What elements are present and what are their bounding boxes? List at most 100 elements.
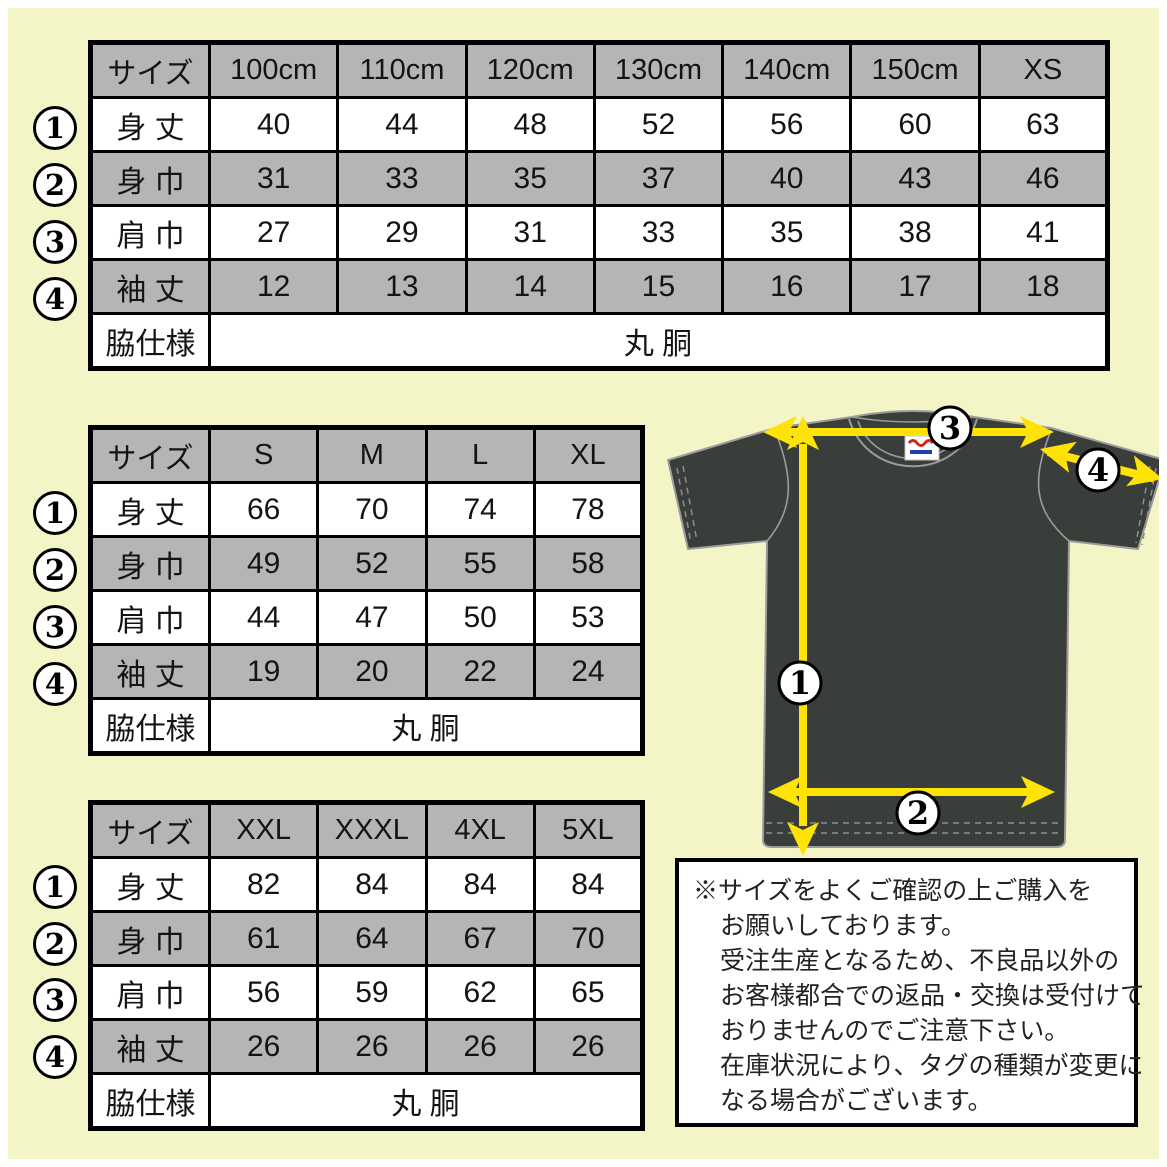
cell: 41 [977, 204, 1110, 261]
neck-tag [904, 435, 940, 461]
cell: 20 [316, 643, 428, 700]
table-row: 肩 巾 27 29 31 33 35 38 41 [89, 204, 1110, 261]
cell: 74 [424, 481, 536, 538]
cell: 26 [424, 1018, 536, 1075]
note-line: なる場合がございます。 [720, 1087, 993, 1115]
table-header-row: サイズ XXL XXXL 4XL 5XL [89, 801, 645, 859]
row-label-side-spec: 脇仕様 [89, 312, 211, 370]
table-row: 身 巾 31 33 35 37 40 43 46 [89, 150, 1110, 207]
col-header-xxl: XXL [207, 801, 320, 859]
cell: 62 [424, 964, 536, 1021]
table-row: 身 丈 66 70 74 78 [89, 481, 645, 538]
cell: 49 [207, 535, 320, 592]
cell: 61 [207, 910, 320, 967]
table-row: 身 丈 40 44 48 52 56 60 63 [89, 96, 1110, 153]
cell: 52 [592, 96, 725, 153]
row-label-sleeve-length: 袖 丈 [89, 258, 211, 315]
col-header-xl: XL [532, 426, 645, 484]
measure-marker-3-label: 3 [939, 409, 961, 447]
col-header-130cm: 130cm [592, 41, 725, 99]
arrowhead-left [763, 416, 797, 448]
measure-marker-4 [1075, 447, 1121, 493]
arrowhead-downright [1126, 455, 1163, 487]
cell: 35 [721, 204, 853, 261]
size-table-big: サイズ XXL XXXL 4XL 5XL 身 丈 82 84 84 84 身 巾… [88, 800, 645, 1131]
row-marker-3: 3 [33, 978, 77, 1022]
cell: 12 [207, 258, 340, 315]
tshirt-body [667, 410, 1166, 848]
note-line: お願いしております。 [720, 912, 967, 940]
row-marker-4: 4 [33, 277, 77, 321]
cell: 40 [721, 150, 853, 207]
cell: 16 [721, 258, 853, 315]
measure-marker-3 [927, 405, 973, 451]
cell: 59 [316, 964, 428, 1021]
cell: 67 [424, 910, 536, 967]
cell: 33 [336, 150, 468, 207]
right-armhole-seam [1037, 429, 1070, 542]
cell: 13 [336, 258, 468, 315]
arrowhead-right [1021, 776, 1055, 808]
arrowhead-upleft [1040, 441, 1077, 473]
cell: 31 [207, 150, 340, 207]
cell: 44 [207, 589, 320, 646]
cell: 22 [424, 643, 536, 700]
size-header-label: サイズ [89, 41, 211, 99]
cell: 26 [207, 1018, 320, 1075]
cell: 56 [721, 96, 853, 153]
cell: 37 [592, 150, 725, 207]
cell: 82 [207, 856, 320, 913]
cell: 60 [849, 96, 981, 153]
cell: 44 [336, 96, 468, 153]
row-label-sleeve-length: 袖 丈 [89, 643, 211, 700]
table-header-row: サイズ S M L XL [89, 426, 645, 484]
cell: 27 [207, 204, 340, 261]
row-marker-2: 2 [33, 922, 77, 966]
table-header-row: サイズ 100cm 110cm 120cm 130cm 140cm 150cm … [89, 41, 1110, 99]
row-label-body-length: 身 丈 [89, 856, 211, 913]
col-header-5xl: 5XL [532, 801, 645, 859]
cell: 55 [424, 535, 536, 592]
note-line: おりませんのでご注意下さい。 [720, 1017, 1070, 1045]
table-row: 肩 巾 56 59 62 65 [89, 964, 645, 1021]
measure-marker-4-label: 4 [1087, 451, 1109, 489]
cell: 64 [316, 910, 428, 967]
col-header-120cm: 120cm [464, 41, 596, 99]
cell: 78 [532, 481, 645, 538]
arrowhead-right [1020, 416, 1054, 448]
col-header-l: L [424, 426, 536, 484]
row-label-body-length: 身 丈 [89, 481, 211, 538]
measure-point-markers: 1 2 3 4 [777, 405, 1121, 836]
cell: 84 [532, 856, 645, 913]
row-marker-4: 4 [33, 1035, 77, 1079]
cell: 43 [849, 150, 981, 207]
table-row: 袖 丈 19 20 22 24 [89, 643, 645, 700]
row-label-body-width: 身 巾 [89, 150, 211, 207]
row-label-sleeve-length: 袖 丈 [89, 1018, 211, 1075]
note-line: 在庫状況により、タグの種類が変更に [720, 1052, 1144, 1080]
row-label-body-width: 身 巾 [89, 535, 211, 592]
measure-marker-1 [777, 660, 823, 706]
table-row: 肩 巾 44 47 50 53 [89, 589, 645, 646]
col-header-xxxl: XXXL [316, 801, 428, 859]
col-header-140cm: 140cm [721, 41, 853, 99]
row-marker-1: 1 [33, 106, 77, 150]
table-row: 身 巾 49 52 55 58 [89, 535, 645, 592]
cell: 66 [207, 481, 320, 538]
cell: 53 [532, 589, 645, 646]
row-marker-2: 2 [33, 163, 77, 207]
cell: 84 [316, 856, 428, 913]
table-row: 袖 丈 26 26 26 26 [89, 1018, 645, 1075]
cell: 15 [592, 258, 725, 315]
cell: 48 [464, 96, 596, 153]
left-armhole-seam [766, 429, 790, 542]
size-header-label: サイズ [89, 426, 211, 484]
body-length-arrow-shaft [799, 444, 807, 826]
cell: 46 [977, 150, 1110, 207]
col-header-4xl: 4XL [424, 801, 536, 859]
row-label-side-spec: 脇仕様 [89, 697, 211, 755]
cell: 47 [316, 589, 428, 646]
col-header-150cm: 150cm [849, 41, 981, 99]
arrowhead-left [768, 776, 802, 808]
row-marker-3: 3 [33, 220, 77, 264]
